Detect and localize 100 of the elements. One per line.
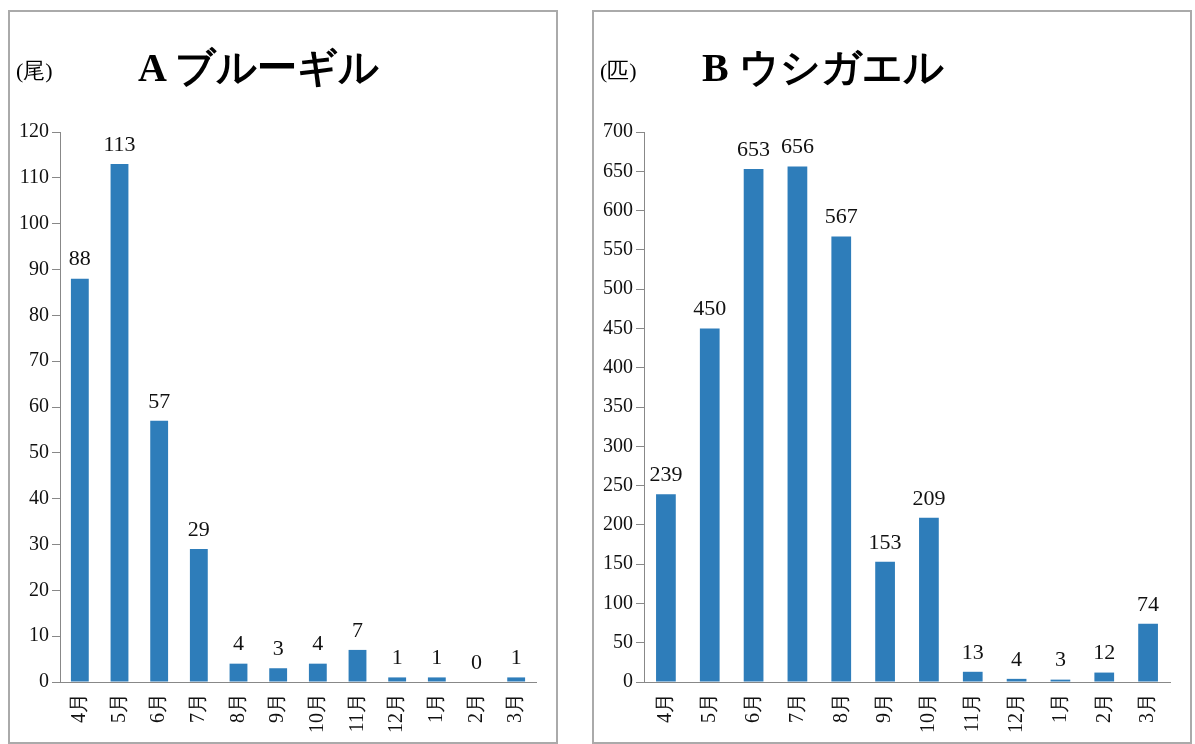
x-tick-label: 6月 (146, 693, 169, 723)
bar (919, 517, 939, 682)
y-tick-label: 350 (603, 394, 633, 417)
bar (1138, 623, 1158, 682)
y-tick-label: 30 (29, 531, 49, 554)
x-tick-label: 7月 (186, 693, 209, 723)
bar (875, 561, 895, 682)
y-tick-label: 70 (29, 348, 49, 371)
y-tick-label: 500 (603, 276, 633, 299)
data-label: 1 (431, 644, 443, 670)
data-label: 567 (824, 203, 858, 229)
y-axis-title: (匹) (600, 57, 637, 85)
data-label: 4 (312, 630, 324, 656)
bar (962, 671, 983, 682)
y-tick-label: 400 (603, 354, 633, 377)
data-label: 3 (1054, 646, 1066, 672)
data-label: 1 (510, 644, 522, 670)
data-label: 3 (272, 635, 284, 661)
y-tick-label: 250 (603, 472, 633, 495)
bar (507, 677, 526, 682)
x-tick-label: 8月 (828, 693, 851, 723)
data-label: 656 (780, 133, 814, 159)
y-tick-label: 100 (19, 210, 49, 233)
data-label: 153 (868, 528, 902, 554)
x-tick-label: 1月 (1047, 693, 1070, 723)
y-tick-label: 550 (603, 237, 633, 260)
data-label: 4 (1011, 645, 1023, 671)
y-tick-label: 300 (603, 433, 633, 456)
bar (348, 649, 367, 682)
x-tick-label: 5月 (106, 693, 129, 723)
x-tick-label: 2月 (1091, 693, 1114, 723)
y-tick-label: 90 (29, 256, 49, 279)
data-label: 57 (148, 387, 171, 413)
bar (229, 663, 248, 682)
x-tick-label: 4月 (67, 693, 90, 723)
x-tick-label: 12月 (1003, 693, 1026, 733)
y-tick-label: 50 (613, 629, 633, 652)
y-tick-label: 110 (19, 165, 49, 188)
chart-title: B ウシガエル (702, 44, 944, 92)
x-tick-label: 7月 (784, 693, 807, 723)
x-tick-label: 2月 (463, 693, 486, 723)
y-tick-label: 0 (623, 669, 633, 692)
data-label: 450 (693, 295, 727, 321)
data-label: 88 (68, 245, 91, 271)
data-label: 209 (912, 484, 946, 510)
bar (831, 236, 852, 682)
data-label: 239 (649, 461, 683, 486)
bar (110, 164, 129, 682)
bar (308, 663, 327, 682)
bar (388, 677, 407, 682)
chart-title: A ブルーギル (138, 44, 379, 92)
bar (1094, 672, 1115, 682)
x-tick-label: 12月 (384, 693, 407, 733)
bar (1006, 678, 1027, 682)
data-label: 653 (737, 135, 771, 161)
y-tick-label: 120 (19, 119, 49, 142)
x-tick-label: 4月 (653, 693, 676, 723)
x-tick-label: 11月 (960, 693, 982, 733)
x-tick-label: 1月 (424, 693, 447, 723)
bar (70, 278, 89, 682)
y-tick-label: 200 (603, 512, 633, 535)
y-tick-label: 700 (603, 119, 633, 142)
bar (189, 549, 208, 682)
y-tick-label: 40 (29, 485, 49, 508)
data-label: 29 (187, 515, 210, 541)
y-tick-label: 150 (603, 551, 633, 574)
bar (150, 420, 169, 682)
y-tick-label: 650 (603, 158, 633, 181)
x-tick-label: 8月 (225, 693, 248, 723)
y-tick-label: 100 (603, 590, 633, 613)
data-label: 7 (352, 616, 363, 642)
y-tick-label: 50 (29, 440, 49, 463)
x-tick-label: 9月 (265, 693, 288, 723)
x-tick-label: 5月 (697, 693, 719, 723)
bar (427, 677, 446, 682)
data-label: 74 (1137, 590, 1160, 616)
x-tick-label: 6月 (740, 693, 763, 723)
x-tick-label: 9月 (872, 693, 895, 723)
bar (743, 168, 764, 682)
x-tick-label: 11月 (344, 693, 367, 733)
data-label: 113 (103, 130, 136, 156)
data-label: 1 (391, 644, 403, 670)
data-label: 12 (1093, 639, 1116, 665)
x-tick-label: 10月 (916, 693, 939, 733)
x-tick-label: 10月 (305, 693, 328, 733)
y-tick-label: 20 (29, 577, 49, 600)
data-label: 0 (471, 648, 482, 674)
y-tick-label: 80 (29, 302, 49, 325)
y-tick-label: 450 (603, 315, 633, 338)
bar (269, 668, 288, 682)
bar (656, 494, 676, 682)
y-axis-title: (尾) (16, 57, 53, 85)
data-label: 13 (961, 638, 984, 664)
x-tick-label: 3月 (503, 693, 526, 723)
y-tick-label: 0 (39, 669, 49, 692)
y-tick-label: 10 (29, 623, 49, 646)
y-tick-label: 60 (29, 394, 49, 417)
bar (699, 328, 720, 682)
bar (787, 166, 808, 682)
y-tick-label: 600 (603, 197, 633, 220)
